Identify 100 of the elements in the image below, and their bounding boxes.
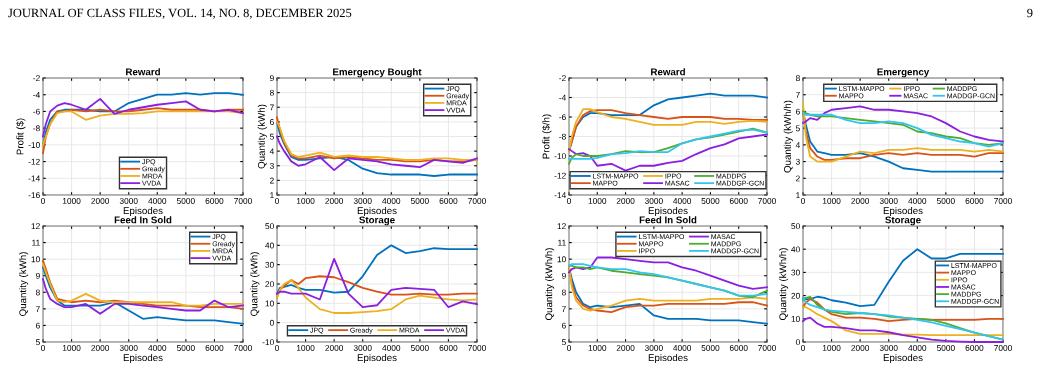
chart-title: Storage [885, 216, 921, 226]
x-tick-label: 2000 [325, 345, 344, 351]
x-tick-label: 4000 [908, 198, 927, 204]
y-tick-label: -6 [559, 114, 566, 121]
line-series [276, 257, 478, 309]
line-series [42, 278, 244, 315]
y-tick-label: 12 [31, 223, 40, 230]
chart-title: Emergency Bought [333, 68, 422, 78]
line-series [276, 135, 478, 172]
x-tick-label: 2000 [616, 198, 635, 204]
y-tick-label: 8 [35, 289, 40, 296]
text: 9 [1027, 8, 1033, 18]
y-tick-label: 10 [31, 256, 40, 263]
x-tick-label: 3000 [644, 198, 663, 204]
chart-title: Reward [651, 68, 685, 76]
y-tick-label: 1 [270, 192, 274, 199]
y-tick-label: 2 [796, 175, 800, 182]
y-tick-label: 8 [269, 89, 274, 96]
y-tick-label: 10 [265, 300, 274, 307]
y-tick-label: 11 [32, 239, 40, 246]
x-tick-label: 7000 [468, 345, 486, 351]
x-tick-label: 3000 [119, 198, 138, 204]
y-tick-label: -4 [559, 94, 566, 101]
x-tick-label: 2000 [91, 198, 110, 204]
x-tick-label: 2000 [325, 198, 344, 204]
line-series [802, 298, 1004, 323]
y-tick-label: 20 [791, 292, 800, 299]
y-tick-label: -14 [28, 175, 40, 182]
y-tick-label: 5 [269, 133, 274, 140]
x-tick-label: 6000 [205, 198, 224, 204]
x-tick-label: 0 [801, 345, 805, 351]
x-tick-label: 0 [801, 198, 805, 204]
y-axis-title: Quantity (kWh/h) [779, 248, 789, 321]
x-tick-label: 1000 [62, 345, 81, 351]
y-tick-label: -6 [33, 108, 40, 115]
x-axis-title: Episodes [648, 206, 688, 216]
line-series [802, 306, 1004, 336]
y-tick-label: 7 [562, 306, 566, 312]
x-tick-label: 0 [567, 345, 571, 351]
x-tick-label: 6000 [965, 345, 984, 351]
y-tick-label: 2 [270, 177, 274, 184]
y-tick-label: 6 [36, 322, 40, 329]
x-tick-label: 1000 [296, 198, 315, 204]
y-tick-label: 30 [791, 269, 800, 276]
x-tick-label: 4000 [148, 345, 167, 351]
x-tick-label: 3000 [644, 345, 663, 351]
y-axis-title: Quantity (kWh/h) [783, 100, 793, 173]
x-tick-label: 6000 [205, 345, 224, 351]
x-tick-label: 6000 [439, 345, 458, 351]
line-series [276, 120, 478, 177]
x-tick-label: 4000 [673, 345, 692, 351]
x-tick-label: 5000 [176, 198, 195, 204]
x-tick-label: 5000 [410, 198, 429, 204]
x-tick-label: 0 [275, 198, 279, 204]
chart-title: Emergency [877, 68, 930, 78]
x-tick-label: 7000 [468, 198, 486, 204]
x-axis-title: Episodes [883, 353, 923, 363]
x-tick-label: 3000 [879, 198, 898, 204]
x-axis-title: Episodes [357, 353, 397, 363]
y-tick-label: 40 [265, 242, 274, 249]
y-tick-label: -8 [559, 133, 566, 140]
x-tick-label: 2000 [91, 345, 110, 351]
y-axis-title: Quantity (kWh) [250, 252, 260, 316]
y-tick-label: 5 [561, 339, 566, 346]
chart-title: Reward [126, 68, 160, 76]
y-tick-label: -10 [554, 153, 566, 160]
x-tick-label: 3000 [879, 345, 898, 351]
y-tick-label: 10 [557, 256, 566, 263]
x-tick-label: 2000 [851, 345, 870, 351]
chart-title: Feed In Sold [114, 216, 172, 224]
y-tick-label: 11 [558, 239, 566, 246]
y-tick-label: 6 [796, 108, 800, 115]
y-tick-label: 10 [791, 316, 800, 322]
y-tick-label: -2 [559, 75, 566, 82]
y-tick-label: 20 [265, 281, 274, 288]
x-tick-label: 6000 [729, 345, 748, 351]
x-tick-label: 5000 [701, 345, 720, 351]
x-tick-label: 7000 [234, 198, 252, 204]
x-tick-label: 1000 [588, 345, 607, 351]
x-tick-label: 3000 [353, 345, 372, 351]
x-tick-label: 6000 [729, 198, 748, 204]
line-series [568, 133, 768, 172]
line-series [276, 244, 478, 295]
y-tick-label: 6 [562, 322, 566, 329]
y-tick-label: -14 [554, 192, 566, 199]
x-tick-label: 5000 [410, 345, 429, 351]
line-series [276, 279, 478, 314]
y-tick-label: 4 [795, 142, 800, 148]
y-tick-label: 5 [795, 125, 800, 132]
y-tick-label: 0 [795, 339, 800, 346]
x-tick-label: 7000 [758, 345, 776, 351]
x-tick-label: 1000 [62, 198, 81, 204]
x-axis-title: Episodes [123, 206, 163, 216]
y-tick-label: -2 [33, 75, 40, 82]
x-tick-label: 6000 [965, 198, 984, 204]
y-tick-label: 40 [791, 246, 800, 253]
y-axis-title: Quantity (kWh/h) [545, 248, 555, 321]
x-axis-title: Episodes [357, 206, 397, 216]
x-tick-label: 4000 [673, 198, 692, 204]
y-tick-label: 12 [557, 223, 566, 230]
